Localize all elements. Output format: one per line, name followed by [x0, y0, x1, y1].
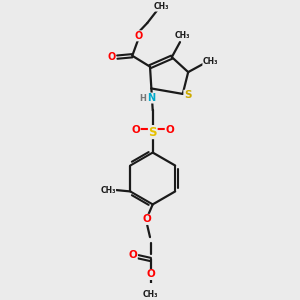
Text: O: O	[128, 250, 137, 260]
Text: CH₃: CH₃	[174, 31, 190, 40]
Text: O: O	[107, 52, 116, 62]
Text: O: O	[146, 269, 155, 280]
Text: O: O	[165, 125, 174, 135]
Text: CH₃: CH₃	[203, 57, 218, 66]
Text: O: O	[131, 125, 140, 135]
Text: O: O	[135, 31, 143, 41]
Text: S: S	[148, 126, 157, 139]
Text: H: H	[140, 94, 147, 103]
Text: N: N	[147, 93, 155, 103]
Text: O: O	[143, 214, 152, 224]
Text: S: S	[184, 90, 191, 100]
Text: CH₃: CH₃	[154, 2, 169, 11]
Text: CH₃: CH₃	[100, 186, 116, 195]
Text: CH₃: CH₃	[143, 290, 158, 299]
